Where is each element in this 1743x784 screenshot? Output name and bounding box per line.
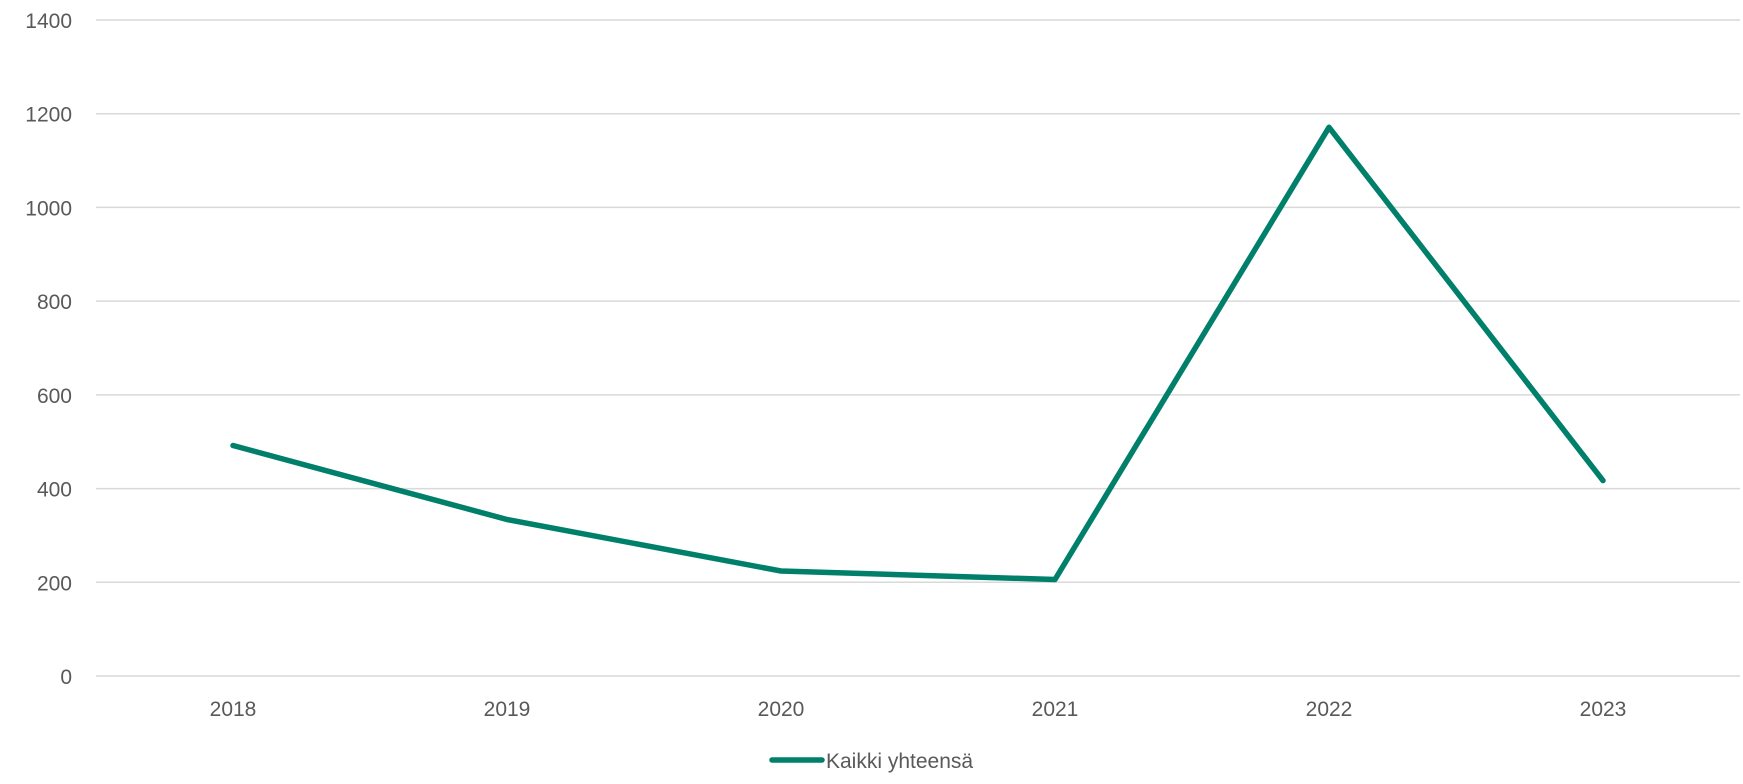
data-point [230,442,236,448]
data-point [1326,124,1332,130]
data-point [1052,576,1058,582]
x-tick-label: 2019 [484,698,531,721]
y-tick-label: 400 [37,479,72,502]
x-tick-label: 2023 [1580,698,1627,721]
y-axis-tick-labels: 0 200 400 600 800 1000 1200 1400 [25,10,72,689]
x-tick-label: 2020 [758,698,805,721]
series-line [230,124,1606,583]
x-axis-tick-labels: 2018 2019 2020 2021 2022 2023 [210,698,1627,721]
y-tick-label: 800 [37,291,72,314]
y-tick-label: 600 [37,385,72,408]
grid-lines [96,19,1740,677]
x-tick-label: 2018 [210,698,257,721]
legend: Kaikki yhteensä [769,750,973,773]
y-tick-label: 200 [37,572,72,595]
y-tick-label: 1200 [25,104,72,127]
data-point [504,516,510,522]
data-point [1600,478,1606,484]
series-lines [230,124,1606,583]
data-point [778,568,784,574]
y-tick-label: 1400 [25,10,72,33]
y-tick-label: 0 [60,666,72,689]
x-tick-label: 2021 [1032,698,1079,721]
y-tick-label: 1000 [25,197,72,220]
legend-label: Kaikki yhteensä [826,750,973,773]
x-tick-label: 2022 [1306,698,1353,721]
